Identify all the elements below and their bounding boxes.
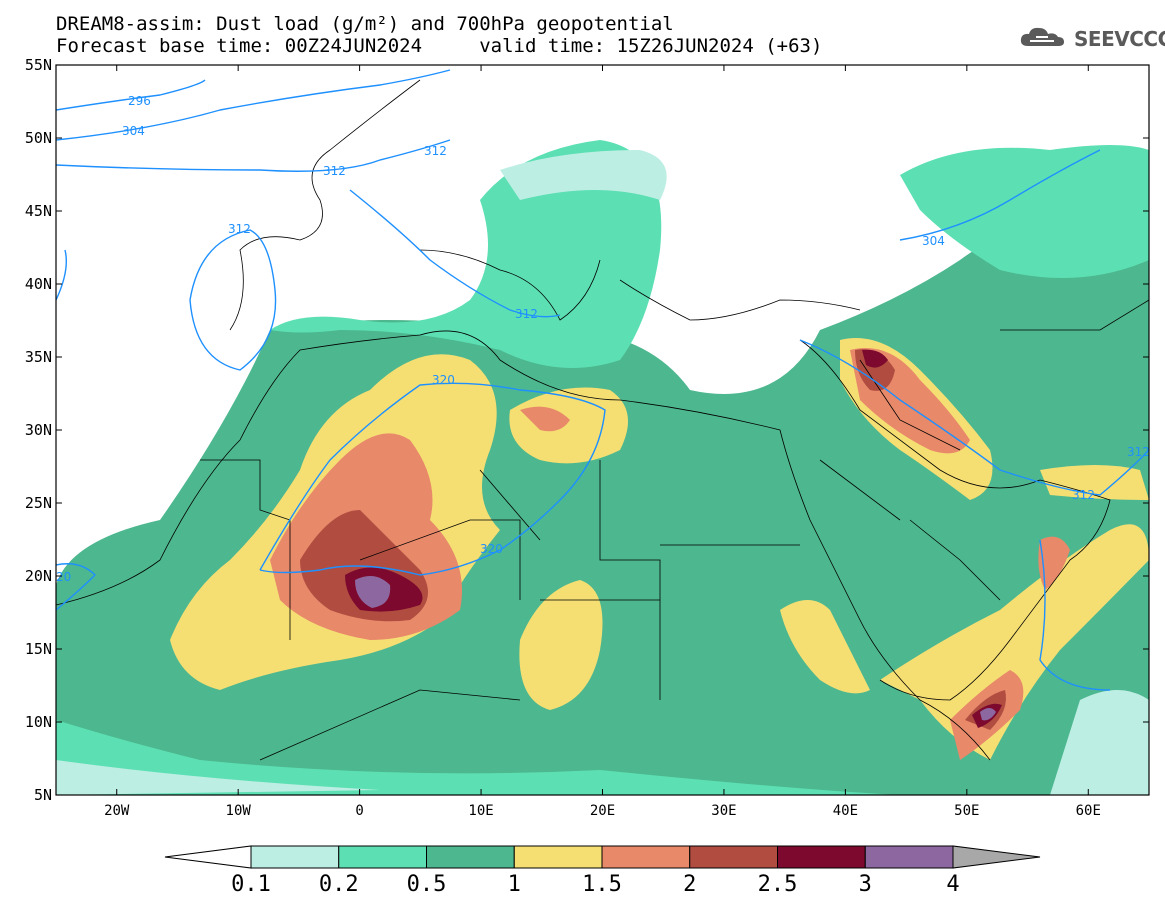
contour-label-320b: 320 xyxy=(480,542,503,556)
colorbar-label: 3 xyxy=(859,872,872,897)
contour-304-east xyxy=(899,149,1101,241)
colorbar-label: 1 xyxy=(508,872,521,897)
borders-middle-east xyxy=(819,299,1149,601)
contour-labels: 296 304 312 312 312 312 320 320 20 304 3… xyxy=(56,94,1150,584)
dust-level-1-chad xyxy=(519,580,603,710)
colorbar-label: 2 xyxy=(683,872,696,897)
contour-label-320a: 320 xyxy=(432,373,455,387)
dust-level-0.2-cyan-se xyxy=(1050,690,1149,795)
contour-312-arabia xyxy=(1039,539,1111,691)
dust-level-0.2-south xyxy=(56,720,900,795)
contour-label-312d: 312 xyxy=(515,307,538,321)
contour-312 xyxy=(56,139,451,172)
lat-label: 45N xyxy=(25,202,52,220)
colorbar-swatch xyxy=(426,845,515,869)
dust-level-3-arabia xyxy=(980,708,996,721)
contour-label-304: 304 xyxy=(122,124,145,138)
colorbar-swatch xyxy=(777,845,866,869)
dust-level-2.5-iraq xyxy=(862,349,888,368)
colorbar-swatch xyxy=(338,845,427,869)
lon-label: 20E xyxy=(590,803,615,819)
dust-level-0.2-north xyxy=(270,140,662,368)
lat-label: 5N xyxy=(34,786,52,804)
contour-320 xyxy=(259,382,606,576)
colorbar-label: 0.5 xyxy=(407,872,447,897)
lon-label: 20W xyxy=(104,803,130,819)
dust-level-1-sudan xyxy=(780,600,870,694)
lon-label: 0 xyxy=(355,803,363,819)
lon-label: 40E xyxy=(833,803,858,819)
lat-label: 55N xyxy=(25,56,52,74)
contour-label-312b: 312 xyxy=(323,164,346,178)
lon-label: 60E xyxy=(1076,803,1101,819)
lon-label: 10W xyxy=(226,803,252,819)
contour-304 xyxy=(56,69,451,141)
dust-level-1.5-libya xyxy=(520,406,570,432)
dust-level-3 xyxy=(355,576,391,608)
lat-label: 25N xyxy=(25,494,52,512)
colorbar-swatch xyxy=(513,845,603,869)
dust-level-1.5-oman xyxy=(1038,536,1070,590)
contour-312-center xyxy=(349,189,561,318)
lat-label: 15N xyxy=(25,640,52,658)
lon-label: 10E xyxy=(468,803,493,819)
coastlines xyxy=(56,79,1149,761)
colorbar-over-triangle xyxy=(952,845,1041,869)
logo-text: SEEVCCC xyxy=(1074,27,1165,51)
contour-label-20: 20 xyxy=(56,570,71,584)
colorbar-swatch xyxy=(250,845,340,869)
contour-label-304-east: 304 xyxy=(922,234,945,248)
lat-label: 35N xyxy=(25,348,52,366)
coastline-europe xyxy=(229,79,861,331)
lon-label: 50E xyxy=(954,803,979,819)
contour-296 xyxy=(56,79,206,111)
coastline-africa xyxy=(56,330,991,761)
chart-title: DREAM8-assim: Dust load (g/m²) and 700hP… xyxy=(56,13,674,35)
contour-label-312c: 312 xyxy=(228,222,251,236)
borders-africa xyxy=(200,459,800,761)
colorbar-label: 4 xyxy=(946,872,959,897)
longitude-axis: 20W 10W 0 10E 20E 30E 40E 50E 60E xyxy=(104,65,1101,819)
dust-level-0.2-cyan-north xyxy=(500,150,667,200)
colorbar: 0.1 0.2 0.5 1 1.5 2 2.5 3 4 xyxy=(164,845,1041,897)
dust-field xyxy=(56,140,1149,795)
lat-label: 20N xyxy=(25,567,52,585)
contour-320-west xyxy=(56,563,96,611)
lat-label: 30N xyxy=(25,421,52,439)
colorbar-swatch xyxy=(689,845,778,869)
contour-label-296: 296 xyxy=(128,94,151,108)
colorbar-label: 2.5 xyxy=(758,872,798,897)
geopotential-contours xyxy=(56,69,1149,691)
contour-312-east xyxy=(799,339,1149,496)
lon-label: 30E xyxy=(711,803,736,819)
contour-label-312a: 312 xyxy=(424,144,447,158)
contour-312-loop xyxy=(189,229,277,371)
cloud-icon xyxy=(1018,24,1070,54)
dust-level-0.2-east xyxy=(900,145,1149,278)
colorbar-swatch xyxy=(864,845,954,869)
colorbar-label: 1.5 xyxy=(582,872,622,897)
lat-label: 40N xyxy=(25,275,52,293)
contour-20-west xyxy=(56,249,68,301)
colorbar-label: 0.1 xyxy=(231,872,271,897)
lat-label: 10N xyxy=(25,713,52,731)
chart-subtitle: Forecast base time: 00Z24JUN2024 valid t… xyxy=(56,35,823,57)
dust-level-0.2-cyan-south xyxy=(56,760,380,795)
colorbar-label: 0.2 xyxy=(319,872,359,897)
contour-label-312-east: 312 xyxy=(1072,488,1095,502)
latitude-axis: 55N 50N 45N 40N 35N 30N 25N 20N 15N 10N 5N xyxy=(25,56,1149,804)
coastline-arabia xyxy=(799,339,1111,701)
dust-level-1-gulf xyxy=(1040,465,1149,500)
contour-label-312-far-east: 312 xyxy=(1127,445,1150,459)
lat-label: 50N xyxy=(25,129,52,147)
dust-level-1-arabia xyxy=(880,524,1149,760)
colorbar-swatch xyxy=(601,845,691,869)
seevccc-logo: SEEVCCC xyxy=(1018,24,1165,54)
colorbar-under-triangle xyxy=(164,845,252,869)
